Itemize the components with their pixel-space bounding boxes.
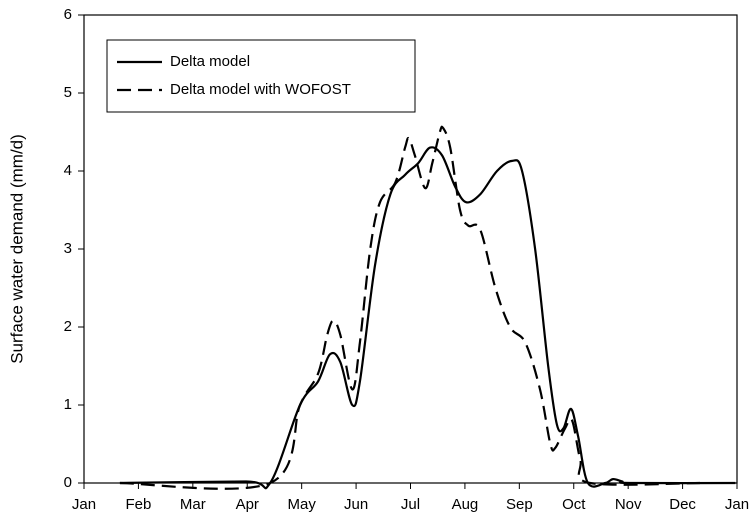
x-tick-label: Nov [615,496,642,513]
x-tick-label: Aug [452,496,479,513]
x-tick-label: Apr [236,496,259,513]
y-tick-label: 6 [64,6,72,23]
y-axis-label: Surface water demand (mm/d) [7,134,26,364]
y-tick-label: 4 [64,162,72,179]
legend-box [106,39,416,113]
x-tick-label: Dec [669,496,696,513]
x-tick-label: Feb [125,496,151,513]
line-series [119,146,736,490]
y-tick-label: 1 [64,396,72,413]
y-tick-label: 0 [64,474,72,491]
x-tick-label: Jan [72,496,96,513]
y-tick-label: 2 [64,318,72,335]
x-tick-label: May [287,496,316,513]
line-series [119,125,700,490]
y-tick-label: 3 [64,240,72,257]
x-tick-label: Oct [562,496,586,513]
legend-label: Delta model [170,53,250,70]
legend-label: Delta model with WOFOST [170,81,351,98]
x-tick-label: Jul [401,496,420,513]
x-tick-label: Mar [180,496,206,513]
x-tick-label: Sep [506,496,533,513]
x-tick-label: Jun [344,496,368,513]
x-tick-label: Jan [725,496,749,513]
y-tick-label: 5 [64,84,72,101]
